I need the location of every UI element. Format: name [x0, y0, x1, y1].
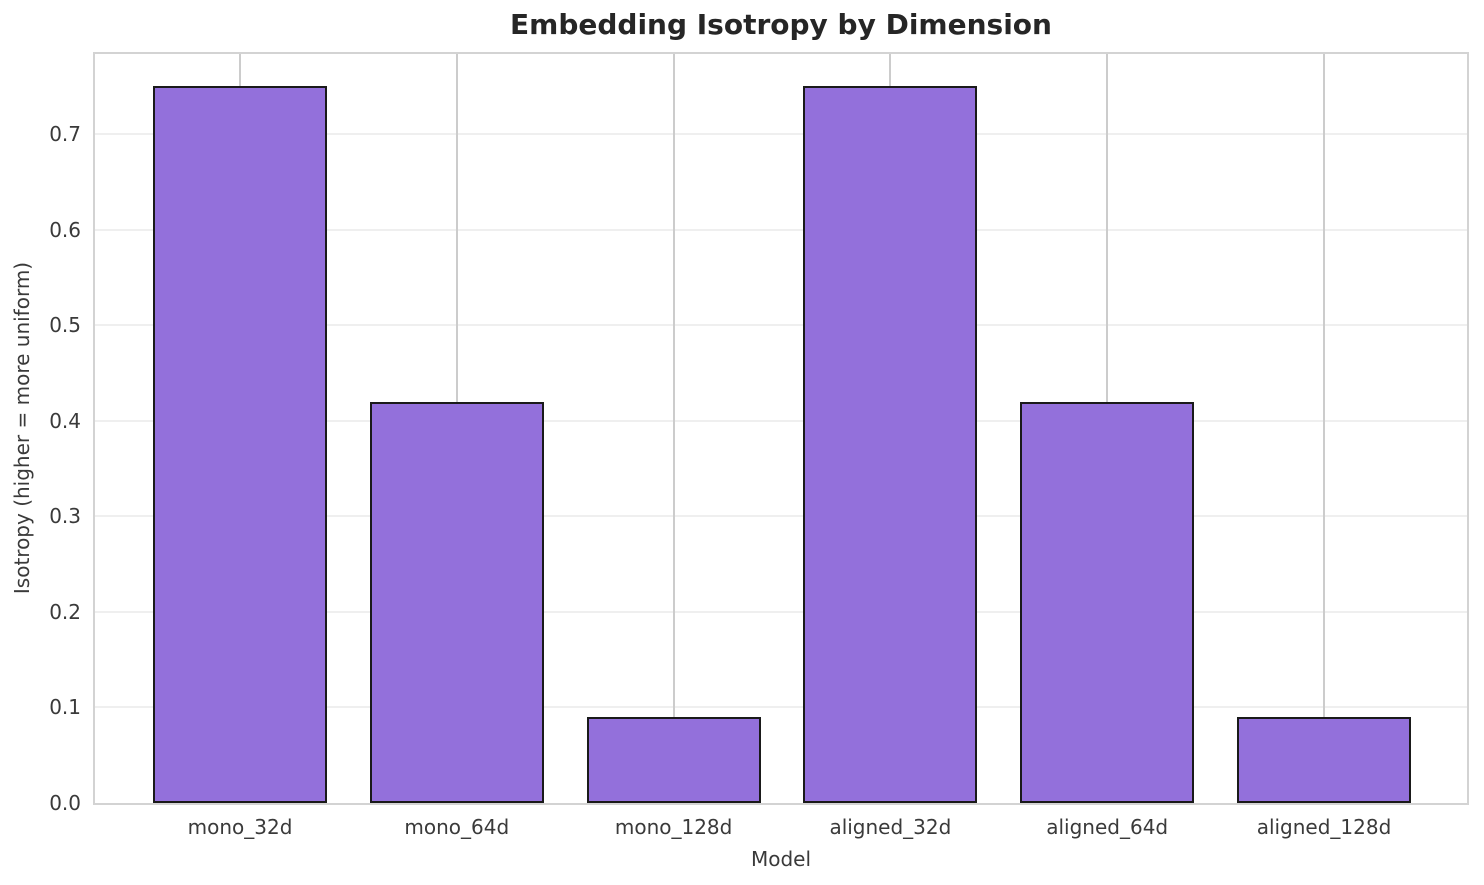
y-gridline [95, 515, 1467, 518]
y-gridline [95, 419, 1467, 422]
y-tick-label: 0.1 [49, 695, 81, 720]
y-gridline [95, 706, 1467, 709]
y-tick-label: 0.4 [49, 408, 81, 433]
y-gridline [95, 133, 1467, 136]
y-gridline [95, 228, 1467, 231]
x-axis-label: Model [750, 847, 812, 871]
x-gridline [1323, 54, 1325, 803]
x-tick-label: aligned_128d [1256, 815, 1392, 839]
plot-area [93, 52, 1469, 805]
bar-mono_64d [369, 402, 544, 803]
y-tick-label: 0.7 [49, 122, 81, 147]
y-gridline [95, 324, 1467, 327]
bar-aligned_128d [1237, 717, 1411, 803]
bar-aligned_64d [1020, 402, 1195, 803]
y-tick-label: 0.6 [49, 217, 81, 242]
x-tick-label: mono_32d [187, 815, 293, 839]
bar-mono_128d [586, 717, 761, 803]
x-tick-label: aligned_32d [829, 815, 952, 839]
y-tick-label: 0.5 [49, 313, 81, 338]
x-tick-label: aligned_64d [1046, 815, 1169, 839]
bar-mono_32d [153, 86, 327, 803]
x-tick-label: mono_64d [404, 815, 510, 839]
x-gridline [672, 54, 675, 803]
y-gridline [95, 610, 1467, 613]
x-tick-label: mono_128d [614, 815, 733, 839]
chart-title: Embedding Isotropy by Dimension [510, 8, 1052, 41]
y-tick-label: 0.0 [49, 791, 81, 815]
bar-aligned_32d [803, 86, 978, 803]
y-tick-label: 0.2 [49, 599, 81, 624]
y-tick-label: 0.3 [49, 504, 81, 529]
